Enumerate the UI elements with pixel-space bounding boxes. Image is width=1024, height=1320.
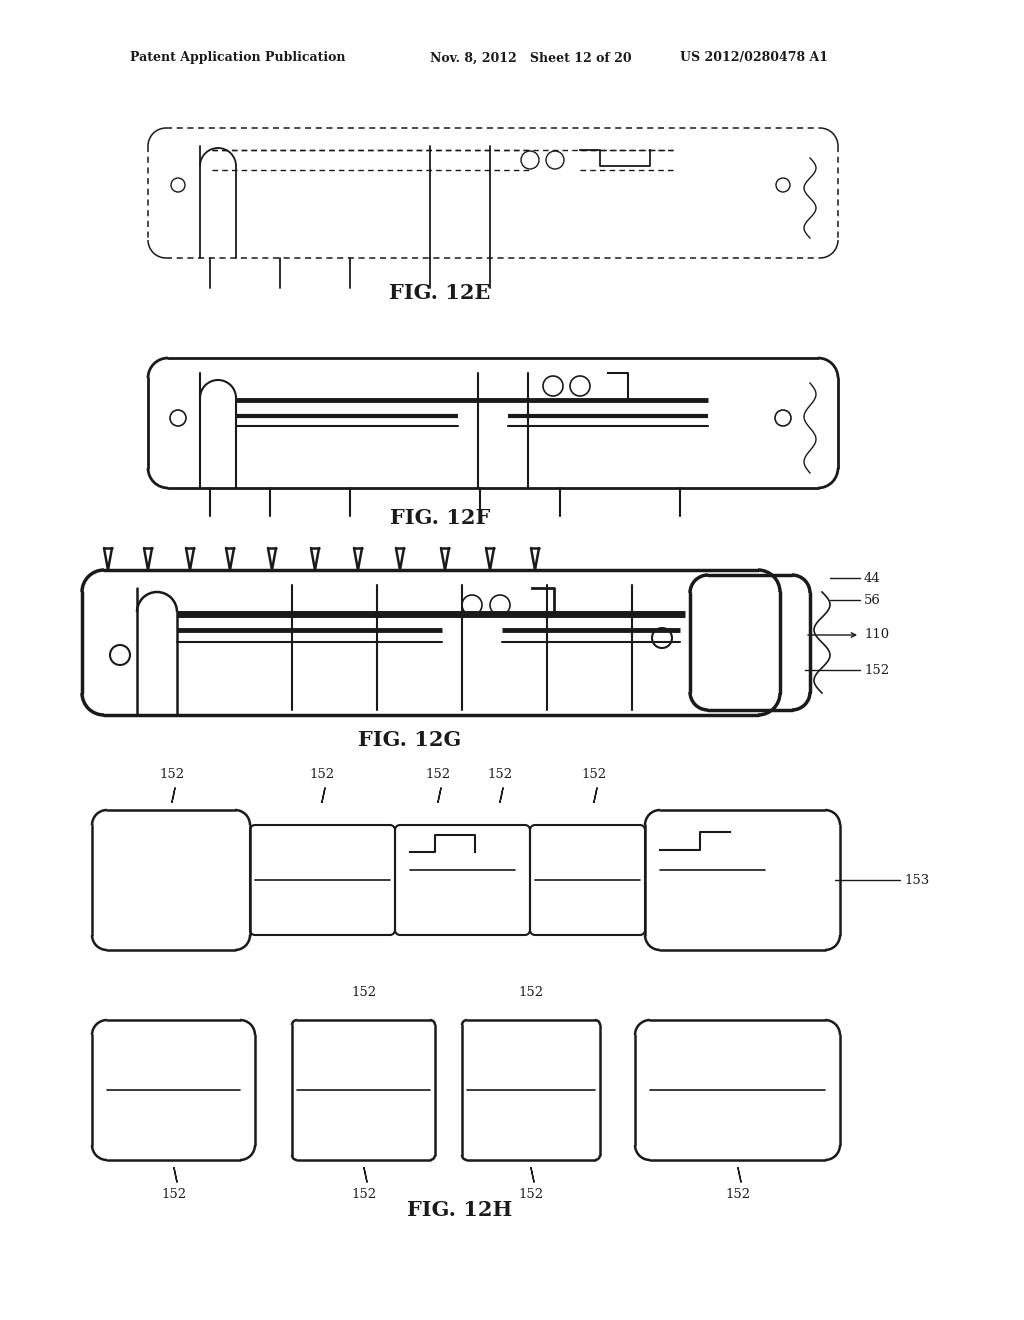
Text: Nov. 8, 2012   Sheet 12 of 20: Nov. 8, 2012 Sheet 12 of 20 — [430, 51, 632, 65]
Text: FIG. 12F: FIG. 12F — [390, 508, 490, 528]
Text: 56: 56 — [864, 594, 881, 606]
Text: 152: 152 — [160, 768, 184, 781]
Text: FIG. 12H: FIG. 12H — [408, 1200, 513, 1220]
Text: 152: 152 — [351, 1188, 377, 1201]
Text: FIG. 12G: FIG. 12G — [358, 730, 462, 750]
Text: 152: 152 — [425, 768, 451, 781]
Text: 152: 152 — [487, 768, 513, 781]
Text: 152: 152 — [725, 1188, 751, 1201]
Text: 152: 152 — [518, 986, 544, 998]
Text: 110: 110 — [864, 628, 889, 642]
Text: 44: 44 — [864, 572, 881, 585]
Text: 152: 152 — [518, 1188, 544, 1201]
Text: 152: 152 — [309, 768, 335, 781]
Text: Patent Application Publication: Patent Application Publication — [130, 51, 345, 65]
Text: 152: 152 — [162, 1188, 186, 1201]
Text: 152: 152 — [864, 664, 889, 676]
Text: 153: 153 — [904, 874, 929, 887]
Text: 152: 152 — [582, 768, 606, 781]
Text: 152: 152 — [351, 986, 377, 998]
Text: FIG. 12E: FIG. 12E — [389, 282, 490, 304]
Text: US 2012/0280478 A1: US 2012/0280478 A1 — [680, 51, 828, 65]
